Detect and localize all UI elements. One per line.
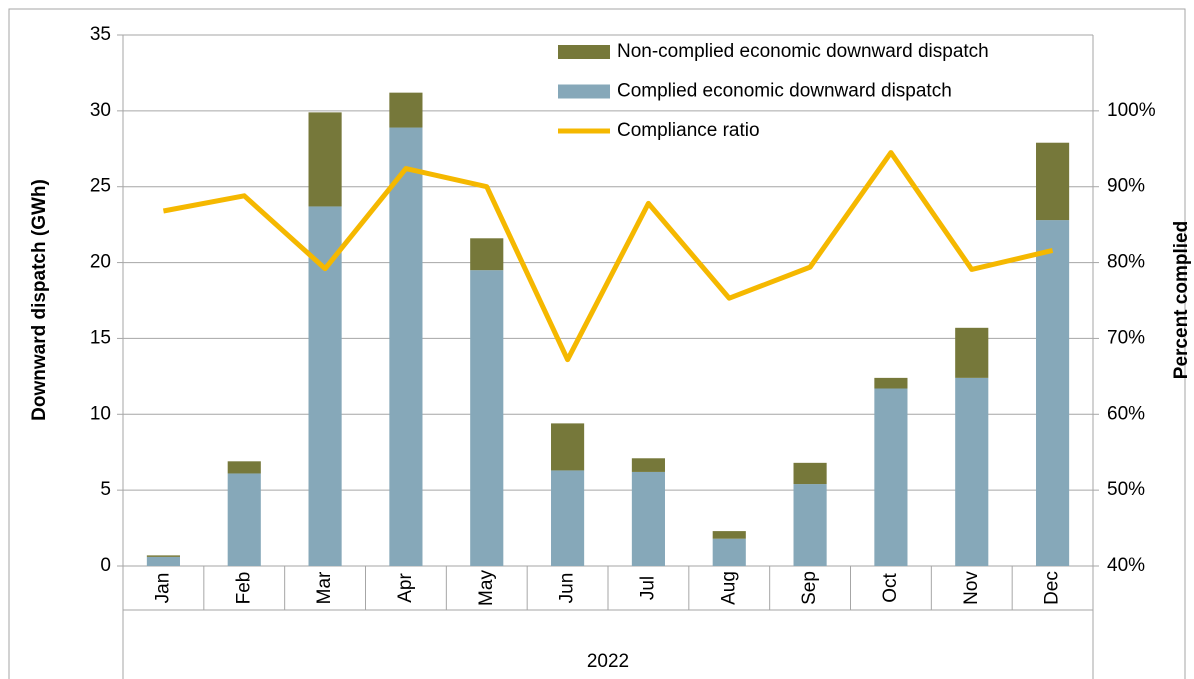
x-tick-label: Jun <box>557 573 578 604</box>
x-tick-label: Oct <box>880 573 901 603</box>
y-tick-label: 0 <box>100 555 111 576</box>
y2-tick-label: 60% <box>1107 403 1145 424</box>
y-tick-label: 20 <box>90 252 111 273</box>
bar <box>1036 142 1070 221</box>
bar <box>146 556 180 566</box>
x-tick-label: Dec <box>1042 571 1063 605</box>
y-tick-label: 35 <box>90 24 111 45</box>
y-tick-label: 5 <box>100 479 111 500</box>
chart-border <box>8 8 1186 679</box>
x-tick-label: May <box>476 570 497 606</box>
bar <box>874 377 908 389</box>
bar <box>308 112 342 207</box>
bar <box>712 531 746 539</box>
legend-label: Non-complied economic downward dispatch <box>617 41 989 62</box>
bar <box>955 327 989 378</box>
y2-tick-label: 40% <box>1107 555 1145 576</box>
bar <box>631 458 665 472</box>
bar <box>227 461 261 474</box>
bar <box>389 127 423 566</box>
bar <box>631 471 665 566</box>
y-tick-label: 30 <box>90 100 111 121</box>
bar <box>955 377 989 566</box>
x-tick-label: Aug <box>718 571 739 605</box>
bar <box>874 388 908 566</box>
bar <box>470 238 504 271</box>
bar <box>712 538 746 566</box>
y2-tick-label: 80% <box>1107 252 1145 273</box>
bar <box>470 270 504 566</box>
y2-tick-label: 90% <box>1107 176 1145 197</box>
bar <box>389 92 423 128</box>
bar <box>793 484 827 566</box>
y-tick-label: 25 <box>90 176 111 197</box>
bar <box>793 462 827 485</box>
bar <box>227 473 261 566</box>
bar <box>551 423 585 471</box>
y2-tick-label: 50% <box>1107 479 1145 500</box>
y-axis-label: Downward dispatch (GWh) <box>29 179 50 421</box>
x-tick-label: Mar <box>314 571 335 604</box>
x-tick-label: Feb <box>233 572 254 605</box>
bar <box>1036 220 1070 566</box>
x-group-label: 2022 <box>587 651 629 672</box>
bar <box>551 470 585 566</box>
x-tick-label: Jul <box>637 576 658 600</box>
y2-tick-label: 100% <box>1107 100 1156 121</box>
x-tick-label: Apr <box>395 573 416 603</box>
bar <box>146 555 180 557</box>
y2-tick-label: 70% <box>1107 327 1145 348</box>
y-tick-label: 10 <box>90 403 111 424</box>
x-tick-label: Jan <box>152 573 173 604</box>
y2-axis-label: Percent complied <box>1171 221 1192 379</box>
legend-swatch <box>558 45 610 59</box>
legend-label: Compliance ratio <box>617 120 760 141</box>
y-tick-label: 15 <box>90 327 111 348</box>
x-tick-label: Sep <box>799 571 820 605</box>
x-tick-label: Nov <box>961 571 982 605</box>
legend-label: Complied economic downward dispatch <box>617 81 952 102</box>
line <box>162 150 1054 363</box>
legend-swatch <box>558 84 610 99</box>
